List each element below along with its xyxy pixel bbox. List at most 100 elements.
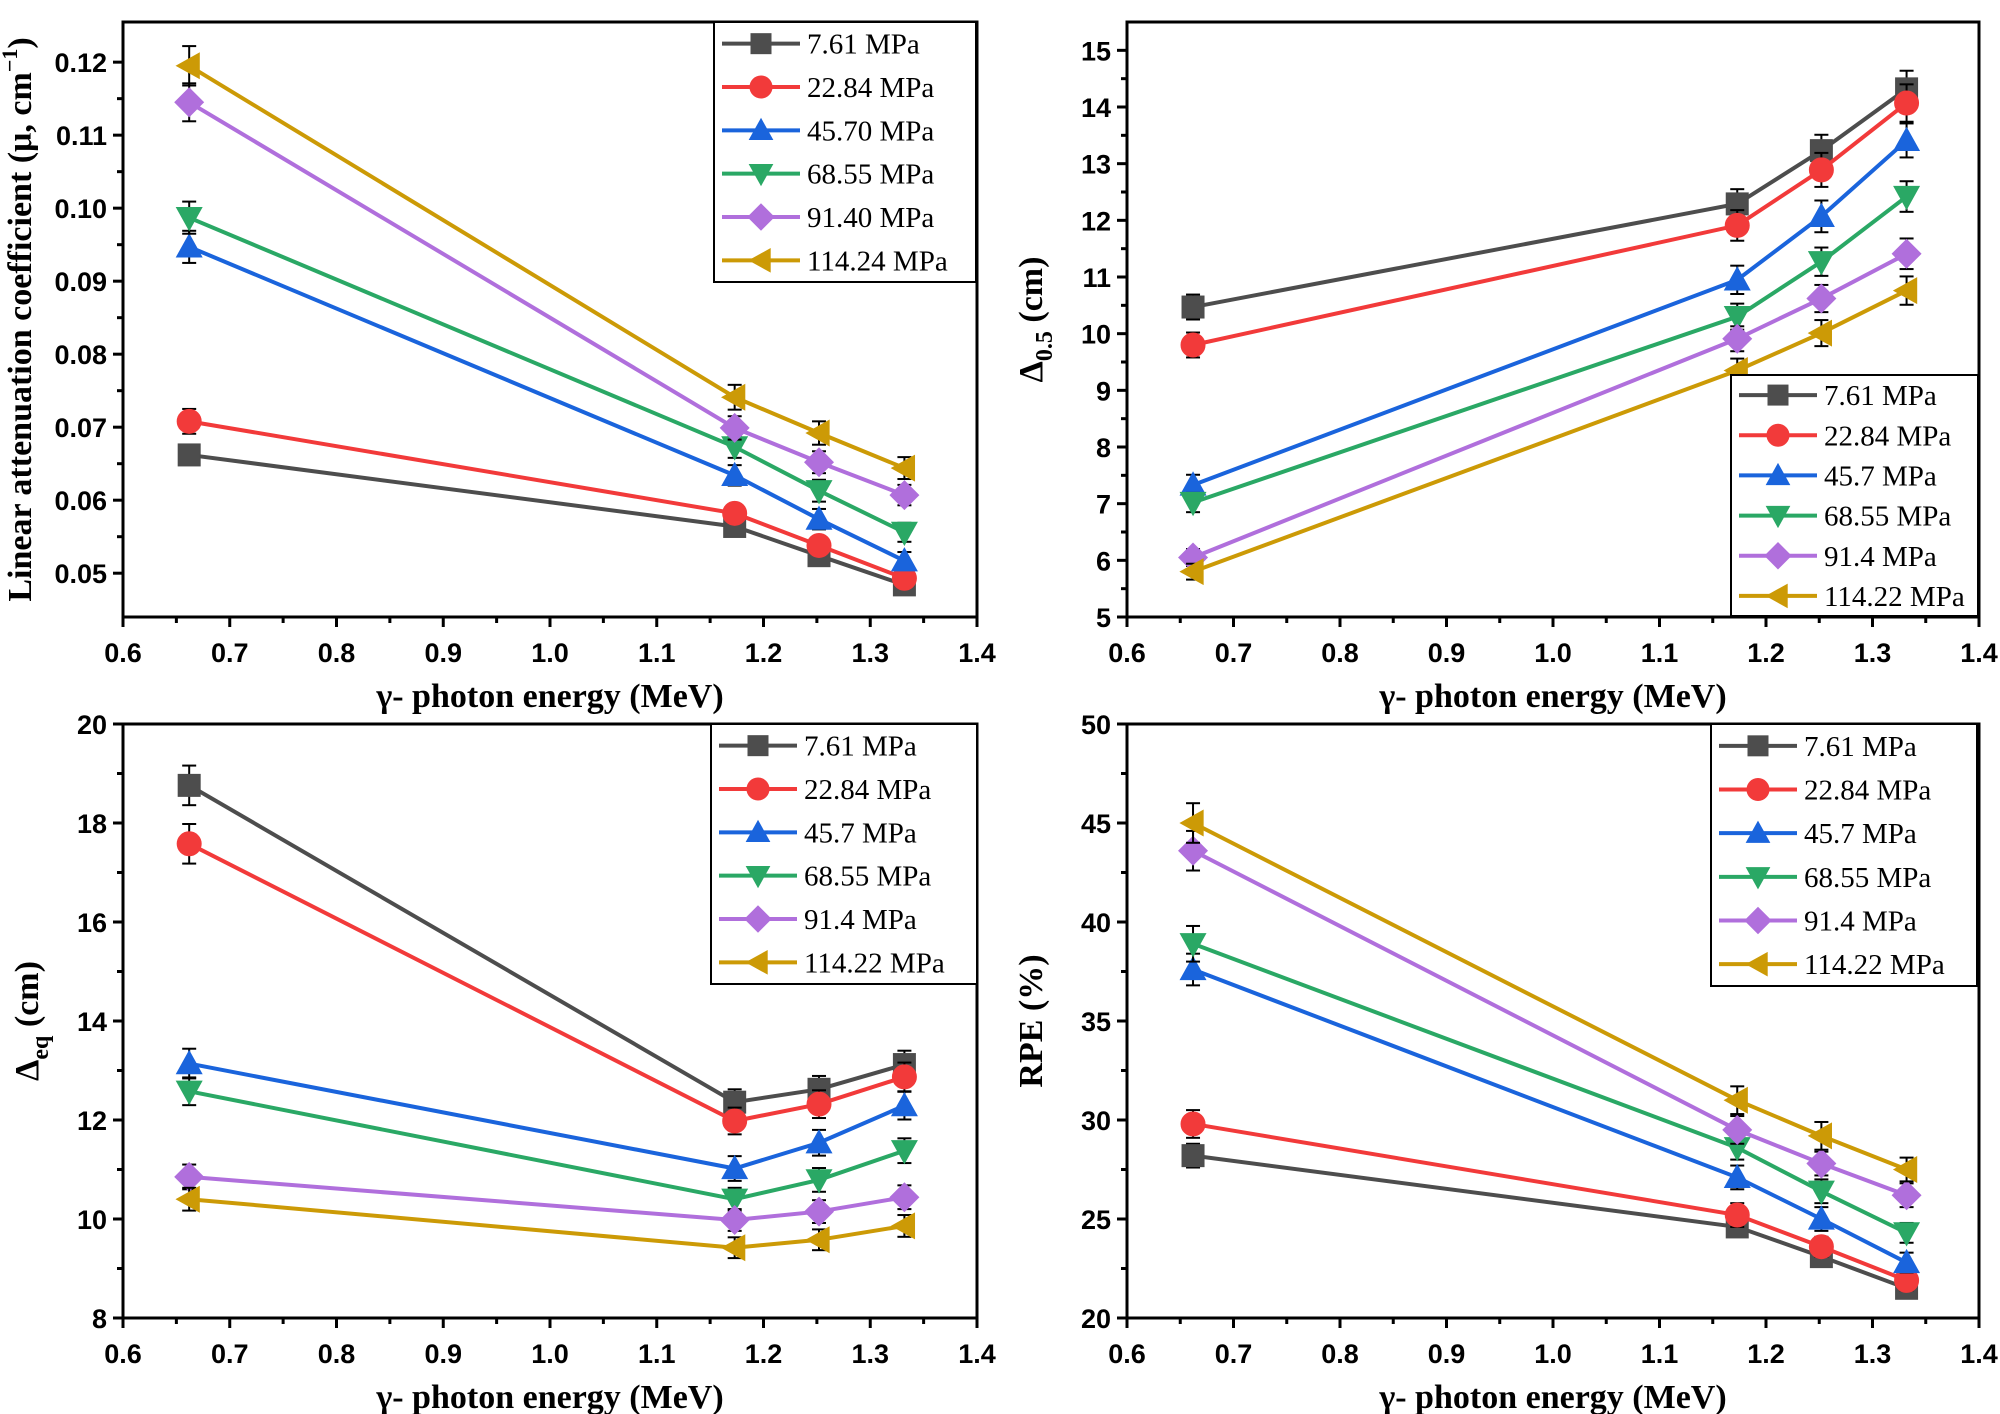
y-tick-label: 0.07 (54, 413, 107, 443)
data-point (719, 412, 750, 443)
series-line (1192, 288, 1908, 574)
x-tick-label: 0.6 (104, 638, 142, 668)
x-tick-label: 0.8 (318, 1339, 356, 1369)
series-circle (1180, 1109, 1920, 1293)
legend-label: 45.70 MPa (807, 115, 934, 147)
legend-item[interactable]: 7.61 MPa (1739, 380, 1937, 412)
y-tick-label: 10 (77, 1205, 107, 1235)
series-square (177, 443, 916, 597)
legend-box (1730, 374, 1979, 617)
series-circle (1180, 83, 1920, 359)
legend-item[interactable]: 22.84 MPa (1719, 775, 1931, 807)
x-tick-label: 1.2 (745, 638, 783, 668)
series-line (188, 64, 906, 470)
data-point (806, 532, 832, 558)
series-line (188, 100, 906, 497)
data-point (1807, 319, 1832, 347)
legend-item[interactable]: 45.7 MPa (1739, 460, 1937, 492)
data-point (722, 1108, 748, 1134)
data-point (1181, 295, 1205, 319)
legend-marker-diamond (744, 905, 772, 933)
data-point (805, 1169, 833, 1194)
legend-label: 22.84 MPa (804, 774, 931, 806)
legend-marker-circle (749, 75, 773, 99)
data-point (175, 1080, 203, 1105)
series-circle (176, 407, 917, 591)
legend-box (1710, 723, 1978, 987)
series-triangle-up (1179, 952, 1921, 1274)
legend-item[interactable]: 22.84 MPa (719, 774, 931, 806)
legend-item[interactable]: 45.70 MPa (722, 115, 934, 147)
legend-item[interactable]: 22.84 MPa (722, 72, 934, 104)
legend-item[interactable]: 45.7 MPa (1719, 818, 1917, 850)
series-line (1192, 941, 1908, 1235)
legend-item[interactable]: 68.55 MPa (1739, 501, 1951, 533)
x-tick-label: 0.9 (1428, 1339, 1466, 1369)
y-tick-label: 0.11 (56, 121, 107, 151)
legend-item[interactable]: 7.61 MPa (1719, 731, 1917, 763)
data-point (1892, 277, 1918, 305)
legend-label: 45.7 MPa (804, 817, 917, 849)
x-tick-label: 1.4 (1960, 638, 1998, 668)
legend-item[interactable]: 114.22 MPa (1739, 581, 1965, 613)
y-axis-title: RPE (%) (1013, 954, 1050, 1087)
legend-item[interactable]: 91.4 MPa (1719, 906, 1917, 938)
x-tick-label: 0.9 (424, 638, 462, 668)
series-triangle-up (1179, 122, 1921, 497)
legend-box (713, 21, 977, 283)
series-diamond (174, 1161, 920, 1235)
data-point (1179, 933, 1207, 958)
x-tick-label: 1.3 (1854, 638, 1892, 668)
x-tick-label: 1.4 (958, 638, 996, 668)
panel-rpe: 0.6 0.7 0.8 0.9 1.0 1.1 1.2 1.3 1.4 20 25 30 35 40 45 5… (1013, 710, 1998, 1414)
legend-item[interactable]: 114.22 MPa (1719, 949, 1945, 981)
x-tick-label: 1.1 (1641, 1339, 1679, 1369)
legend-item[interactable]: 22.84 MPa (1739, 420, 1951, 452)
legend-marker-square (1747, 735, 1769, 757)
data-point (174, 87, 205, 118)
series-triangle-left (175, 1185, 916, 1262)
legend-item[interactable]: 7.61 MPa (722, 29, 920, 61)
legend-item[interactable]: 91.4 MPa (719, 904, 917, 936)
legend-label: 7.61 MPa (804, 731, 917, 763)
data-point (890, 1091, 918, 1117)
legend-item[interactable]: 68.55 MPa (719, 861, 931, 893)
data-point (1723, 266, 1751, 291)
x-tick-label: 0.8 (1321, 1339, 1359, 1369)
legend-item[interactable]: 68.55 MPa (722, 159, 934, 191)
legend-item[interactable]: 7.61 MPa (719, 731, 917, 763)
data-point (1806, 283, 1837, 314)
legend-item[interactable]: 91.4 MPa (1739, 541, 1937, 573)
legend-marker-triangle-down (745, 865, 771, 889)
series-line (1192, 194, 1908, 505)
legend-item[interactable]: 114.24 MPa (722, 245, 948, 277)
y-tick-label: 6 (1096, 546, 1111, 576)
legend-label: 91.4 MPa (1804, 906, 1917, 938)
legend-label: 7.61 MPa (1824, 380, 1937, 412)
y-tick-label: 11 (1082, 263, 1111, 293)
data-point (805, 480, 833, 505)
series-triangle-left (175, 45, 916, 482)
series-line (189, 1174, 905, 1222)
legend-marker-circle (1746, 778, 1770, 801)
y-tick-label: 0.08 (54, 340, 107, 370)
legend: 7.61 MPa 22.84 MPa 45.7 MPa 68.55 MPa 91.4 M… (1710, 723, 1978, 987)
data-point (1891, 238, 1922, 269)
x-tick-label: 0.9 (424, 1339, 462, 1369)
legend-label: 45.7 MPa (1804, 818, 1917, 850)
legend-marker-triangle-down (1745, 867, 1771, 890)
data-point (175, 233, 203, 258)
legend-marker-triangle-down (1765, 505, 1791, 529)
data-point (722, 500, 748, 526)
data-point (720, 383, 746, 411)
legend-label: 7.61 MPa (1804, 731, 1917, 763)
legend-item[interactable]: 91.40 MPa (722, 202, 934, 234)
x-tick-label: 1.2 (1747, 1339, 1785, 1369)
legend-item[interactable]: 68.55 MPa (1719, 862, 1931, 894)
legend-item[interactable]: 114.22 MPa (719, 947, 945, 979)
x-tick-label: 1.3 (851, 1339, 889, 1369)
legend-item[interactable]: 45.7 MPa (719, 817, 917, 849)
legend-label: 22.84 MPa (1804, 775, 1931, 807)
data-point (175, 1185, 200, 1213)
